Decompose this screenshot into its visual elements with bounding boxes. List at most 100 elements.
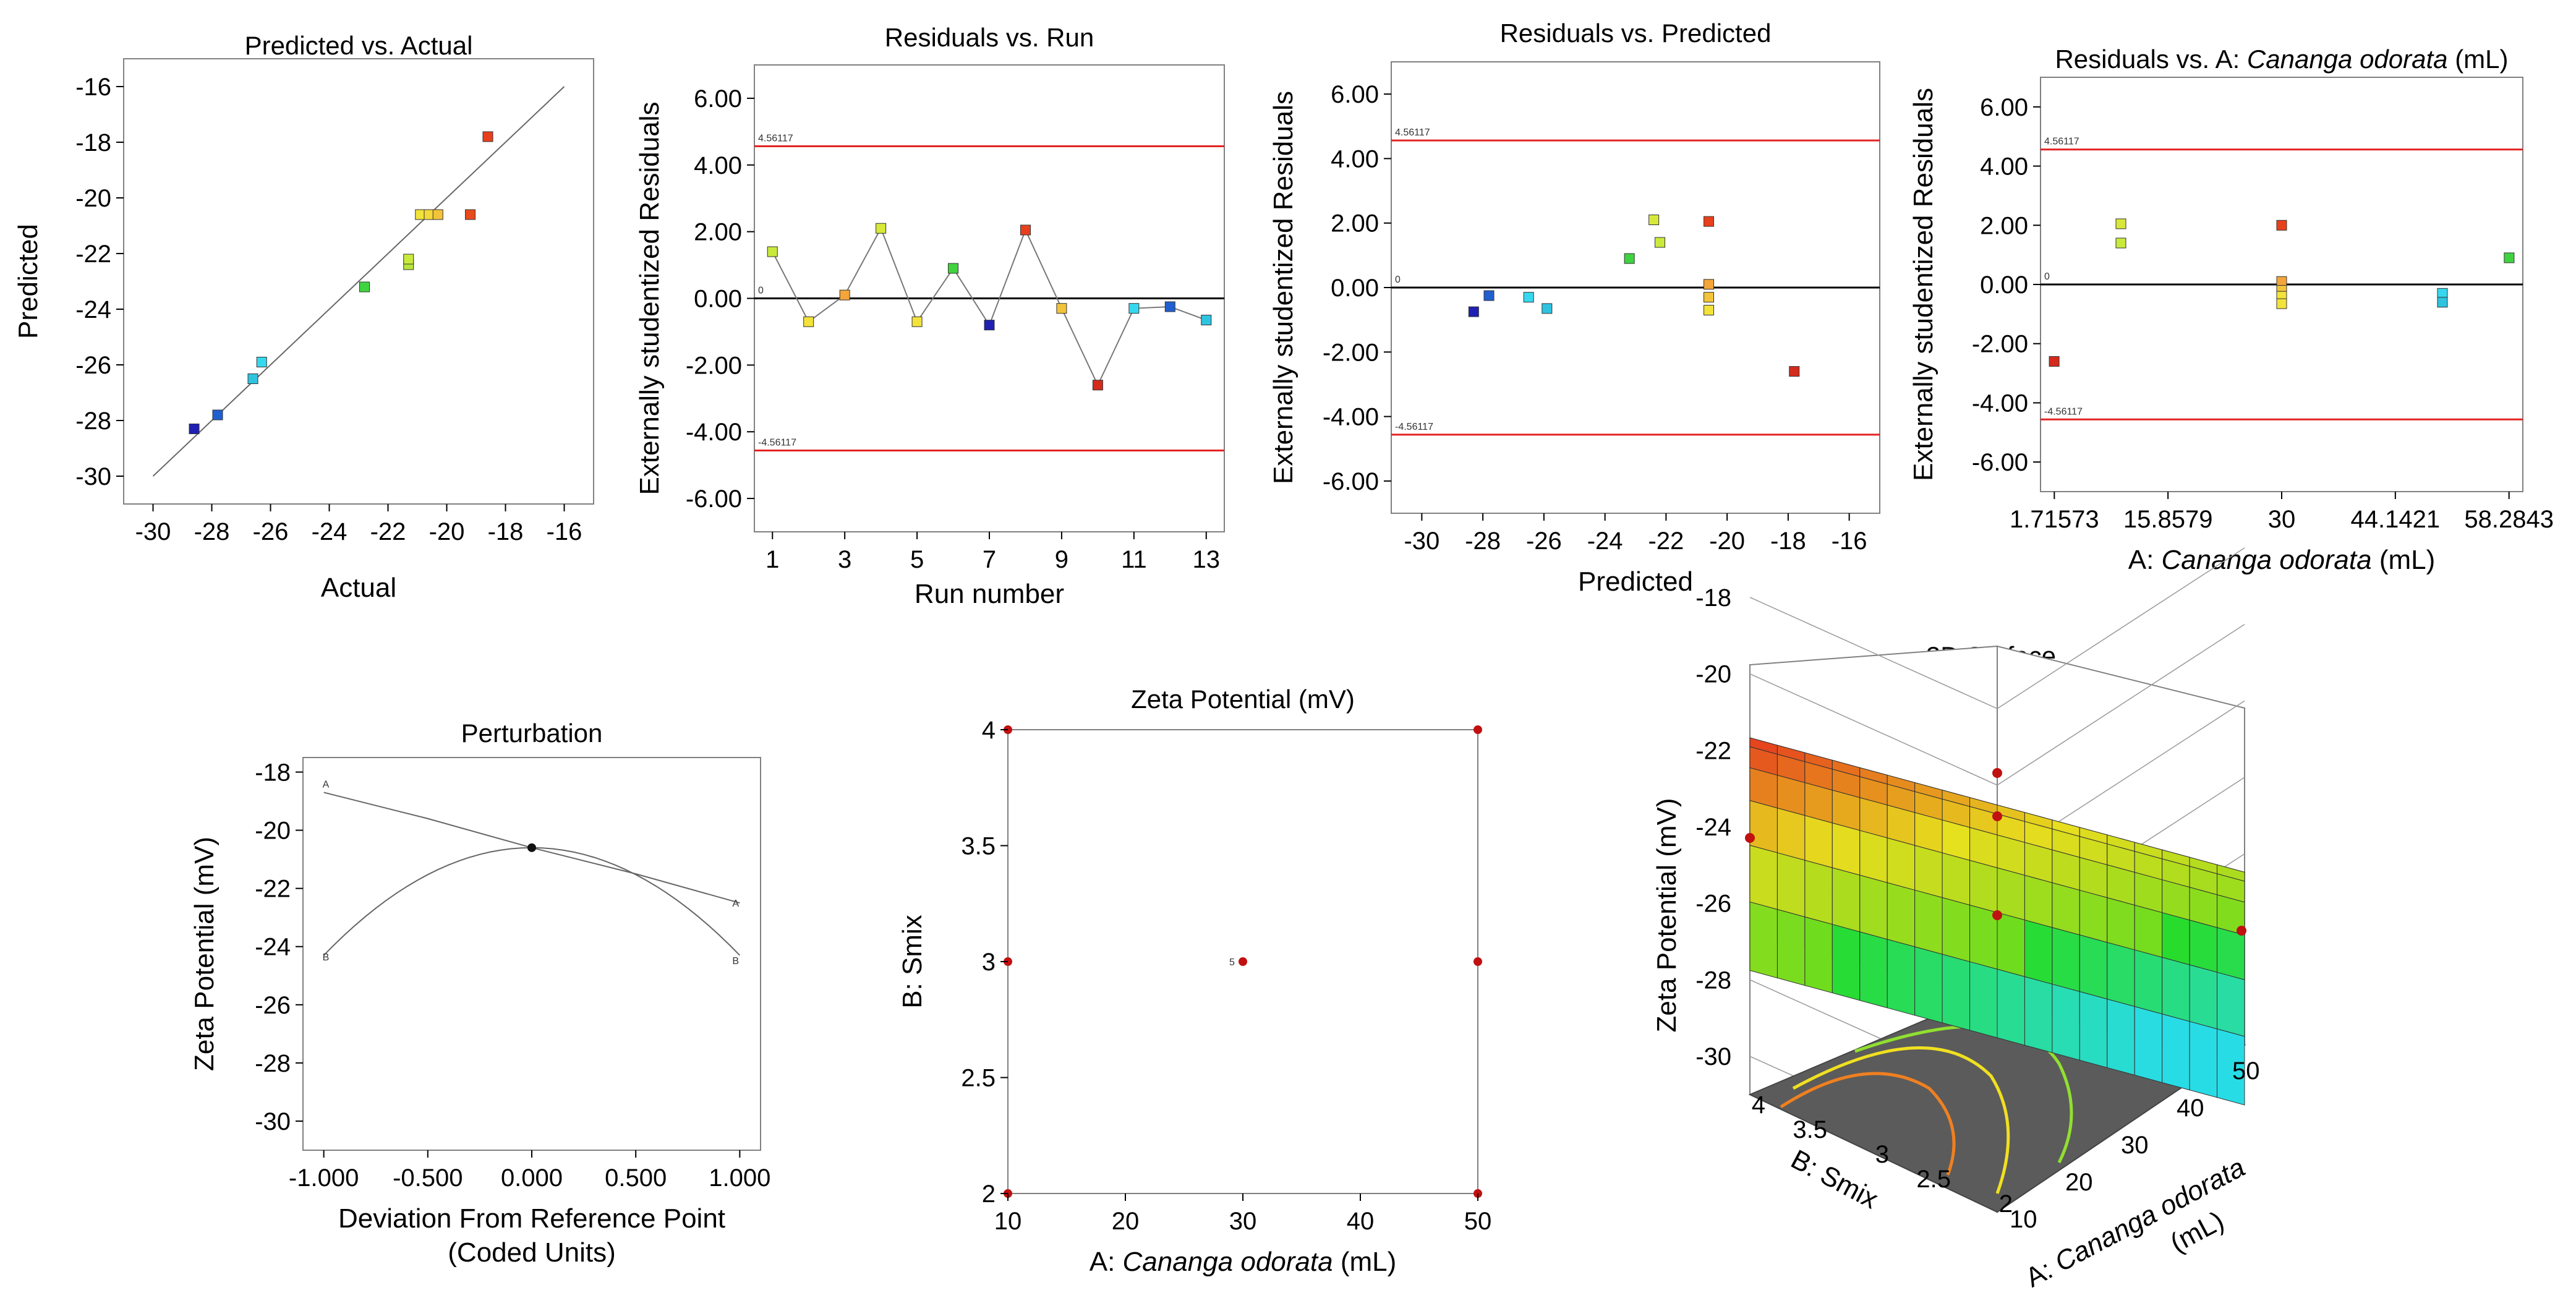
y-tick-label: -28 [255,1050,291,1077]
y-tick-label: -28 [75,408,111,435]
x-tick-label: 0.500 [605,1164,667,1192]
upper-limit-label: 4.56117 [1395,127,1430,138]
x-tick-label: -20 [429,518,465,545]
y-tick-label: 6.00 [1331,81,1379,108]
y-tick-label: 4.00 [1331,145,1379,173]
y-tick-label: -4.00 [1323,404,1379,431]
x-tick-label: 13 [1193,546,1221,573]
data-point [1201,315,1212,326]
y-axis-label: Predicted [13,224,43,339]
upper-limit-label: 4.56117 [2044,137,2079,147]
data-point [767,246,778,257]
zero-label: 0 [758,286,764,296]
x-tick-label: -24 [1587,527,1623,555]
chart-title: Predicted vs. Actual [245,31,473,60]
x-tick-label: -22 [370,518,406,545]
y-tick-label: 6.00 [1980,94,2028,121]
data-point [1704,292,1714,303]
x-tick-label: 9 [1055,546,1068,573]
chart-title: Zeta Potential (mV) [1131,685,1355,714]
data-point [1020,224,1031,236]
y-tick-label: -30 [255,1108,291,1135]
y-tick-label: -2.00 [686,352,742,379]
data-point [2437,288,2448,299]
data-point [415,209,426,220]
lower-limit-label: -4.56117 [758,437,796,448]
x-tick-label: -26 [253,518,289,545]
x-tick-label: 1.71573 [2010,506,2099,533]
chart-predicted-vs-actual: Predicted vs. Actual-30 -28 -26 -24 -22 -20 -1… [13,31,594,603]
series-a-label-start: A [323,779,330,790]
y-tick-label: 2.00 [694,219,742,246]
data-point [948,263,959,274]
x-tick-label: 1.000 [709,1164,770,1192]
data-point [1704,279,1714,290]
y-tick-label: -24 [255,934,291,961]
chart-residuals-vs-a: Residuals vs. A: Cananga odorata (mL) 4.5… [1908,45,2554,575]
x-tick-label: 1 [766,546,779,573]
y-tick-label: -20 [75,185,111,212]
plot-frame [302,757,761,1151]
y-tick-label: 0.00 [1980,271,2028,299]
y-axis-label: Externally studentized Residuals [634,102,665,495]
x-axis-label-line2: (Coded Units) [448,1237,615,1268]
y-tick-label: -6.00 [1323,468,1379,495]
data-point [1704,216,1714,227]
data-point [2276,220,2287,231]
data-point [1056,303,1067,314]
x-tick-label: -18 [488,518,524,545]
upper-limit-label: 4.56117 [758,134,793,144]
y-axis-label: Zeta Potential (mV) [189,837,220,1071]
chart-title: Residuals vs. Run [885,23,1094,52]
data-point [839,289,850,301]
chart-title: Residuals vs. A: Cananga odorata (mL) [2055,45,2508,74]
x-tick-label: 3 [838,546,851,573]
chart-residuals-vs-predicted: Residuals vs. Predicted4.56117-4.561170-… [1268,19,1880,597]
chart-title: Perturbation [461,719,603,748]
y-axis-label: Externally studentized Residuals [1908,88,1938,481]
data-point [359,281,370,292]
chart-contour: Zeta Potential (mV)510 20 30 40 5043.532.52A… [897,685,1491,1277]
y-tick-label: -6.00 [1972,449,2028,476]
data-point [1092,380,1103,391]
y-tick-label: -26 [255,992,291,1019]
data-point [2115,237,2126,249]
x-tick-label: 0.000 [501,1164,563,1192]
x-tick-label: -16 [547,518,582,545]
y-tick-label: 2.00 [1331,210,1379,237]
lower-limit-label: -4.56117 [2044,406,2083,417]
data-point [1523,292,1534,303]
data-point [1789,366,1800,377]
x-tick-label: -30 [1404,527,1439,555]
data-point [1468,306,1479,317]
data-point [432,209,443,220]
data-point [256,357,267,367]
y-tick-label: -20 [255,818,291,845]
x-tick-label: -1.000 [289,1164,359,1192]
y-tick-label: -18 [255,759,291,787]
y-tick-label: 4.00 [1980,153,2028,181]
x-tick-label: -0.500 [393,1164,463,1192]
y-tick-label: 0.00 [694,286,742,313]
x-tick-label: -26 [1526,527,1562,555]
data-point [911,316,923,327]
data-point [1704,305,1714,315]
data-point [876,223,887,234]
y-tick-label: -22 [75,241,111,268]
x-tick-label: 15.8579 [2123,506,2213,533]
x-tick-label: -28 [1465,527,1501,555]
lower-limit-label: -4.56117 [1395,422,1433,432]
x-tick-label: -20 [1709,527,1745,555]
x-tick-label: -24 [312,518,348,545]
data-point [212,409,223,421]
data-point [984,320,995,331]
data-point [189,424,200,434]
data-point [403,254,414,265]
y-tick-label: 2.00 [1980,212,2028,239]
y-tick-label: 4.00 [694,152,742,179]
y-tick-label: -6.00 [686,485,742,513]
data-point [1483,290,1495,301]
data-point [2276,276,2287,287]
